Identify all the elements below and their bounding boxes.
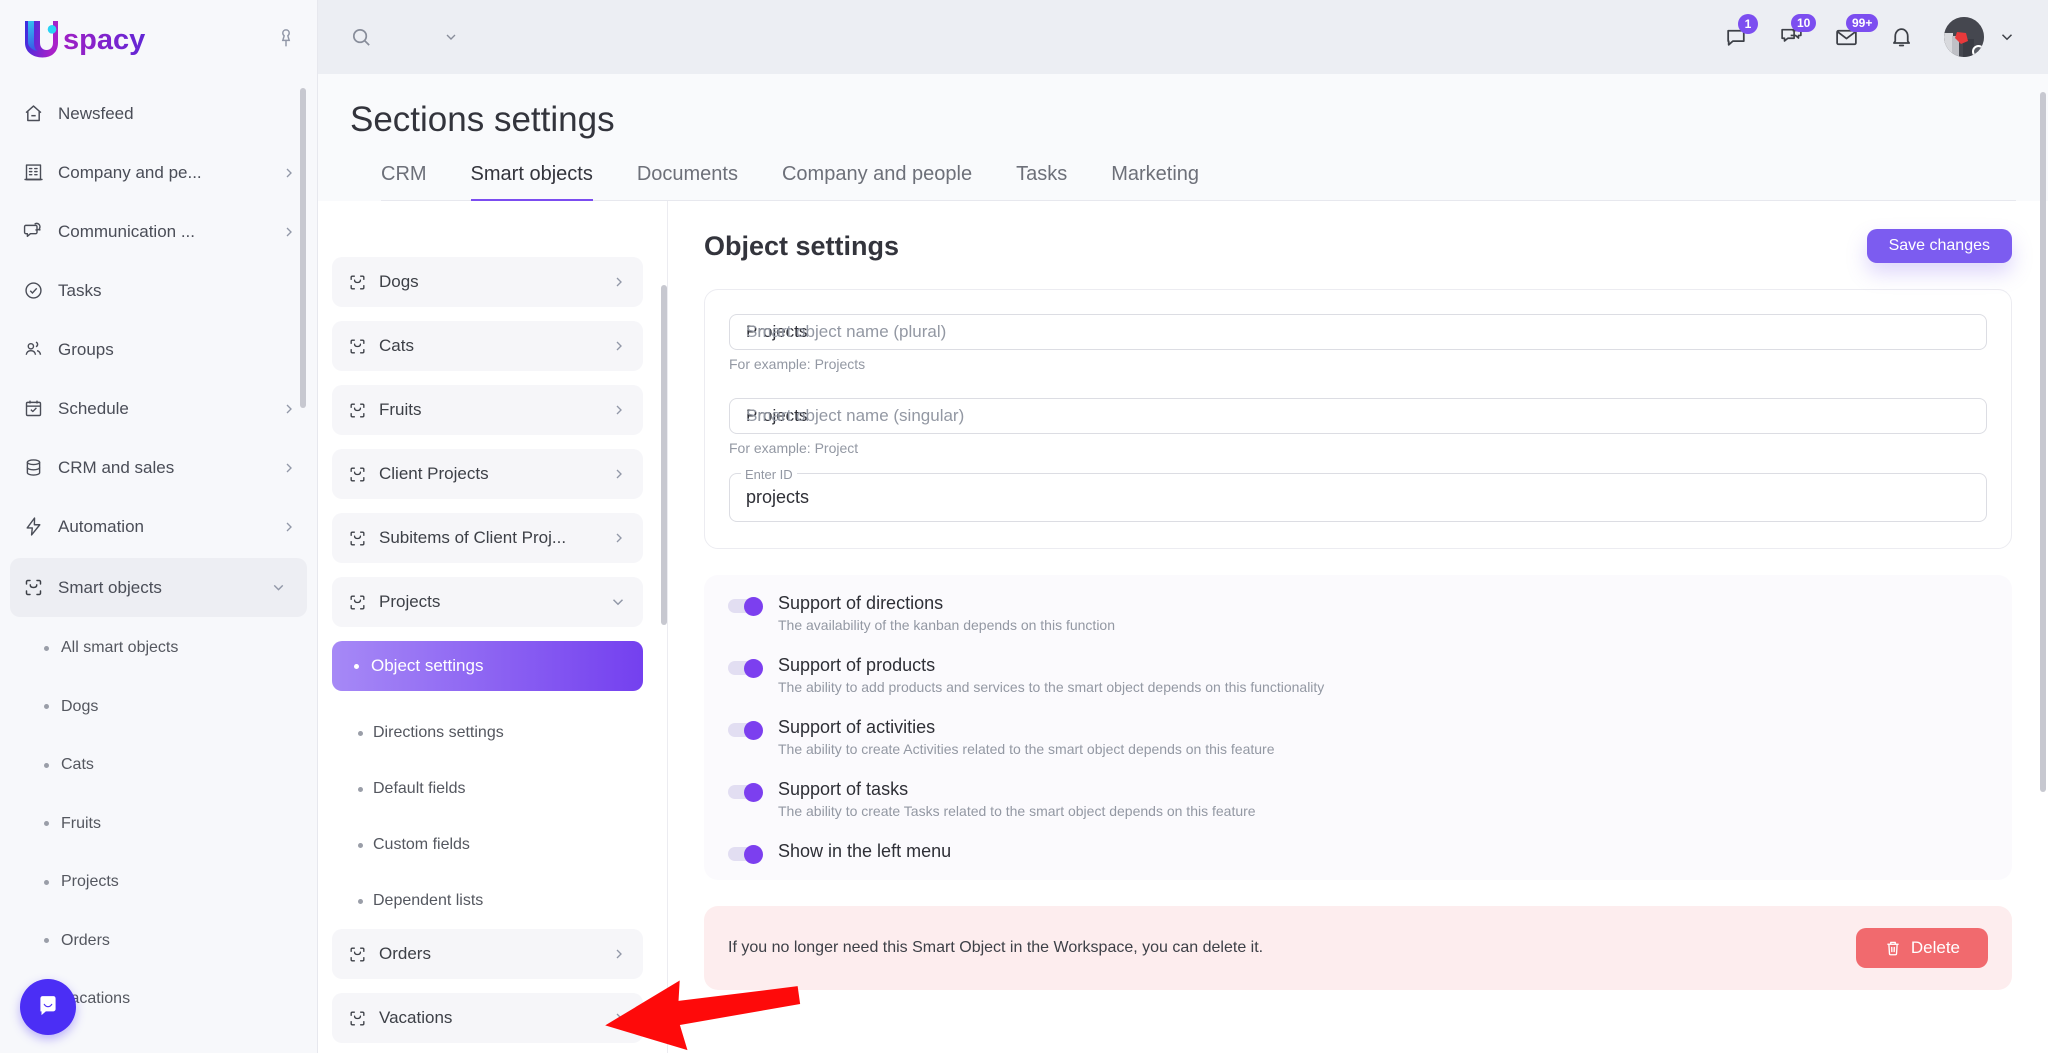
svg-text:spacy: spacy <box>63 24 145 56</box>
